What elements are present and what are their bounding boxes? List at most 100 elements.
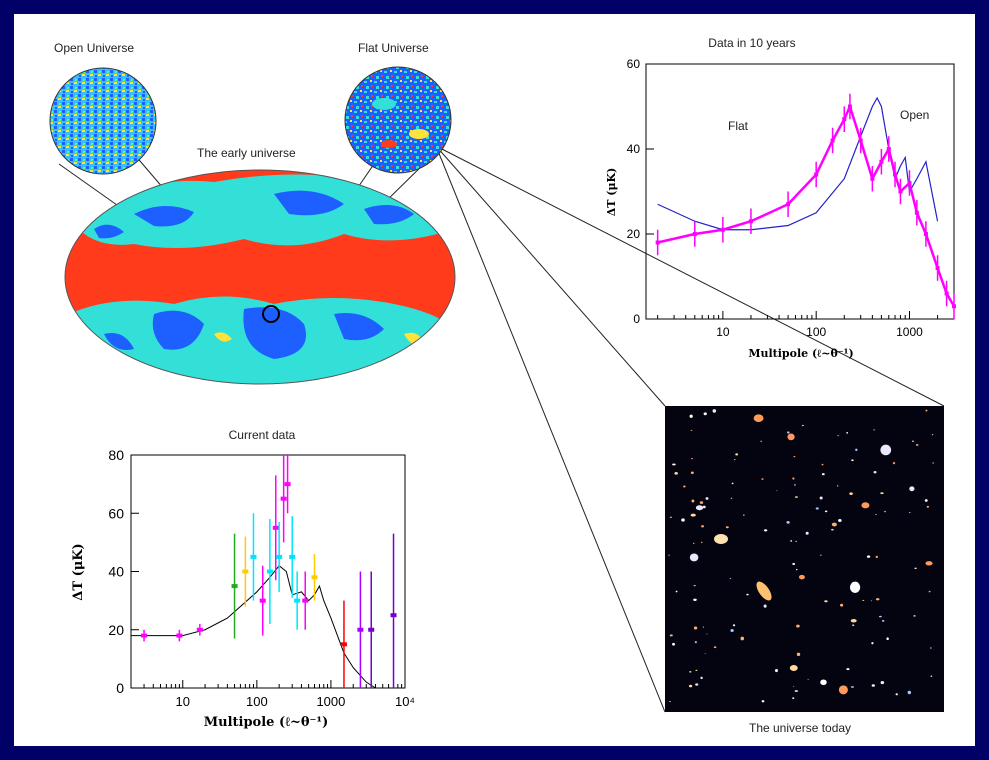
galaxy (693, 598, 697, 601)
chart1-xtick-label: 1000 (896, 325, 923, 339)
chart2-point (231, 584, 238, 589)
galaxy (691, 457, 693, 460)
chart1-xlabel: Multipole (ℓ~θ⁻¹) (748, 347, 853, 360)
galaxy (837, 435, 839, 437)
galaxy (731, 482, 734, 485)
galaxy (713, 646, 717, 649)
chart2-point (259, 598, 266, 603)
highlight-circle (262, 305, 280, 323)
galaxy (930, 675, 933, 677)
galaxy (776, 490, 778, 492)
galaxy (786, 521, 790, 524)
galaxy (892, 462, 896, 465)
galaxy (732, 624, 736, 627)
galaxy (855, 448, 858, 451)
galaxy (819, 496, 823, 500)
chart1-flat-point (748, 219, 753, 224)
cmb-sky-map (64, 169, 456, 385)
galaxy (796, 568, 798, 571)
chart1-flat-point (886, 147, 891, 151)
galaxy (880, 444, 892, 456)
diagram-canvas: Open Universe Flat Universe The early un… (49, 36, 956, 735)
future-data-chart: Data in 10 years 10 100 1000 0 20 40 60 Flat O… (605, 36, 956, 360)
galaxy (702, 626, 705, 628)
chart1-flat-point (858, 138, 863, 143)
current-data-chart: Current data 10 100 1000 10⁴ 0 20 40 60 80 Multi… (71, 428, 415, 730)
galaxy (880, 492, 884, 495)
galaxy (793, 456, 796, 458)
chart2-point (294, 598, 301, 603)
galaxy (931, 434, 934, 436)
galaxy (831, 522, 837, 527)
galaxy (787, 431, 790, 434)
galaxy (675, 590, 678, 593)
galaxy (760, 440, 762, 442)
chart1-series-flat (657, 102, 956, 307)
galaxy (712, 409, 717, 413)
galaxy (840, 603, 844, 607)
galaxy (925, 561, 933, 566)
galaxy (792, 686, 795, 687)
galaxy (753, 414, 764, 423)
galaxy (730, 497, 733, 499)
chart2-point (242, 569, 249, 574)
chart1-xtick-label: 10 (716, 325, 730, 339)
early-universe-label: The early universe (197, 146, 296, 160)
galaxy (700, 676, 703, 680)
chart2-point (250, 554, 257, 559)
galaxy (690, 429, 693, 431)
chart2-xlabel: Multipole (ℓ~θ⁻¹) (204, 715, 329, 730)
galaxy (702, 505, 706, 509)
chart2-point (289, 554, 296, 559)
galaxy (862, 599, 865, 602)
chart1-flat-point (842, 117, 847, 122)
galaxy (681, 518, 685, 522)
galaxy (824, 600, 828, 603)
chart1-ylabel: ΔT (μK) (605, 168, 618, 217)
chart1-ytick-label: 60 (627, 57, 641, 71)
galaxy (729, 578, 732, 580)
chart1-title: Data in 10 years (708, 36, 795, 50)
chart2-title: Current data (229, 428, 296, 442)
galaxy (880, 681, 885, 685)
chart1-xtick-label: 100 (806, 325, 826, 339)
chart2-point (280, 496, 287, 501)
chart1-flat-point (692, 232, 697, 236)
galaxy (907, 690, 912, 695)
galaxy (871, 641, 874, 645)
universe-today-label: The universe today (749, 721, 851, 735)
chart1-flat-point (720, 227, 725, 232)
galaxy (846, 668, 850, 671)
galaxy (875, 555, 879, 559)
galaxy (704, 652, 706, 654)
chart2-ytick-label: 80 (108, 447, 124, 463)
galaxy (926, 505, 930, 508)
chart1-flat-point (830, 138, 835, 143)
galaxy (796, 652, 801, 657)
chart1-flat-point (847, 104, 852, 109)
chart1-flat-point (914, 210, 919, 215)
chart2-point (196, 627, 203, 632)
galaxy (787, 433, 795, 441)
galaxy (801, 424, 805, 427)
galaxy (878, 615, 882, 618)
chart1-flat-point (898, 189, 903, 194)
galaxy (792, 562, 796, 565)
galaxy (669, 700, 671, 703)
chart1-ytick-label: 0 (633, 312, 640, 326)
galaxy (693, 542, 695, 544)
galaxy (668, 554, 670, 556)
chart2-point (302, 598, 309, 603)
chart1-flat-point (935, 266, 940, 270)
chart1-ytick-label: 20 (627, 227, 641, 241)
galaxy (824, 510, 828, 513)
open-universe-sphere (49, 67, 157, 175)
chart1-flat-point (952, 304, 956, 309)
galaxy (689, 414, 693, 418)
galaxy (700, 541, 703, 544)
galaxy (805, 531, 809, 535)
galaxy (914, 567, 917, 569)
galaxy (912, 440, 914, 442)
galaxy (850, 686, 854, 688)
chart2-point (340, 642, 347, 647)
